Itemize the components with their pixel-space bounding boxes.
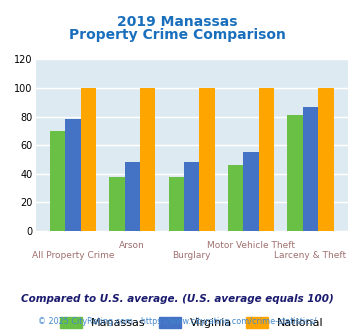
Bar xyxy=(81,88,96,231)
Text: Compared to U.S. average. (U.S. average equals 100): Compared to U.S. average. (U.S. average … xyxy=(21,294,334,304)
Text: Motor Vehicle Theft: Motor Vehicle Theft xyxy=(207,241,295,250)
Legend: Manassas, Virginia, National: Manassas, Virginia, National xyxy=(55,312,328,330)
Bar xyxy=(244,152,259,231)
Text: All Property Crime: All Property Crime xyxy=(32,251,114,260)
Bar xyxy=(287,115,303,231)
Bar xyxy=(318,88,334,231)
Bar xyxy=(228,165,244,231)
Bar xyxy=(125,162,140,231)
Bar xyxy=(184,162,200,231)
Text: Property Crime Comparison: Property Crime Comparison xyxy=(69,28,286,42)
Bar xyxy=(50,131,65,231)
Text: © 2025 CityRating.com - https://www.cityrating.com/crime-statistics/: © 2025 CityRating.com - https://www.city… xyxy=(38,317,317,326)
Text: Burglary: Burglary xyxy=(173,251,211,260)
Bar xyxy=(303,107,318,231)
Bar xyxy=(169,177,184,231)
Bar xyxy=(109,177,125,231)
Text: 2019 Manassas: 2019 Manassas xyxy=(117,15,238,29)
Text: Larceny & Theft: Larceny & Theft xyxy=(274,251,346,260)
Bar xyxy=(200,88,215,231)
Bar xyxy=(65,119,81,231)
Text: Arson: Arson xyxy=(119,241,145,250)
Bar xyxy=(259,88,274,231)
Bar xyxy=(140,88,155,231)
